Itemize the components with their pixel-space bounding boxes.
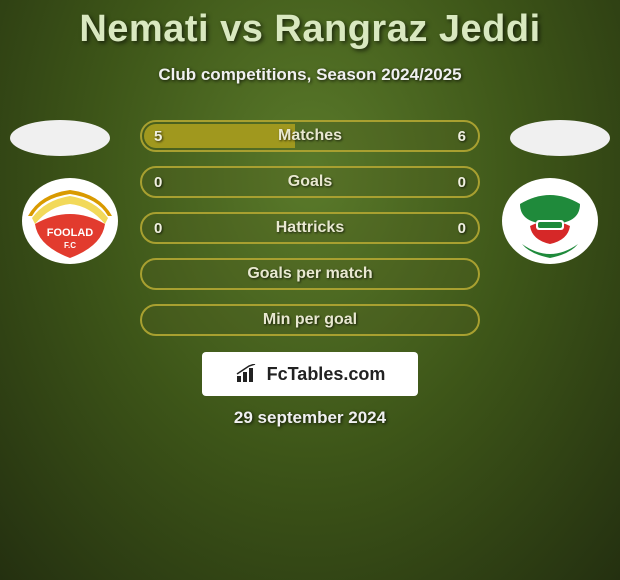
stats-container: 5 Matches 6 0 Goals 0 0 Hattricks 0 Goal… [140, 120, 480, 350]
page-subtitle: Club competitions, Season 2024/2025 [0, 65, 620, 85]
stat-value-left: 0 [154, 220, 162, 237]
stat-label: Hattricks [276, 219, 344, 237]
stat-value-right: 6 [458, 128, 466, 145]
svg-text:F.C: F.C [64, 241, 76, 250]
branding-badge: FcTables.com [202, 352, 418, 396]
player-photo-left [10, 120, 110, 156]
stat-value-left: 5 [154, 128, 162, 145]
stat-label: Matches [278, 127, 342, 145]
stat-label: Goals [288, 173, 332, 191]
club-badge-right [500, 176, 600, 266]
branding-text: FcTables.com [267, 364, 386, 385]
page-title: Nemati vs Rangraz Jeddi [0, 0, 620, 51]
svg-text:FOOLAD: FOOLAD [47, 227, 93, 239]
stat-row-mpg: Min per goal [140, 304, 480, 336]
stat-row-gpm: Goals per match [140, 258, 480, 290]
player-photo-right [510, 120, 610, 156]
stat-value-left: 0 [154, 174, 162, 191]
footer-date: 29 september 2024 [0, 408, 620, 428]
comparison-card: Nemati vs Rangraz Jeddi Club competition… [0, 0, 620, 580]
stat-label: Min per goal [263, 311, 357, 329]
stat-row-matches: 5 Matches 6 [140, 120, 480, 152]
stat-fill [144, 124, 295, 148]
club-badge-left: FOOLAD F.C [20, 176, 120, 266]
stat-value-right: 0 [458, 220, 466, 237]
stat-label: Goals per match [247, 265, 372, 283]
stat-value-right: 0 [458, 174, 466, 191]
stat-row-hattricks: 0 Hattricks 0 [140, 212, 480, 244]
stat-row-goals: 0 Goals 0 [140, 166, 480, 198]
chart-icon [235, 364, 261, 384]
